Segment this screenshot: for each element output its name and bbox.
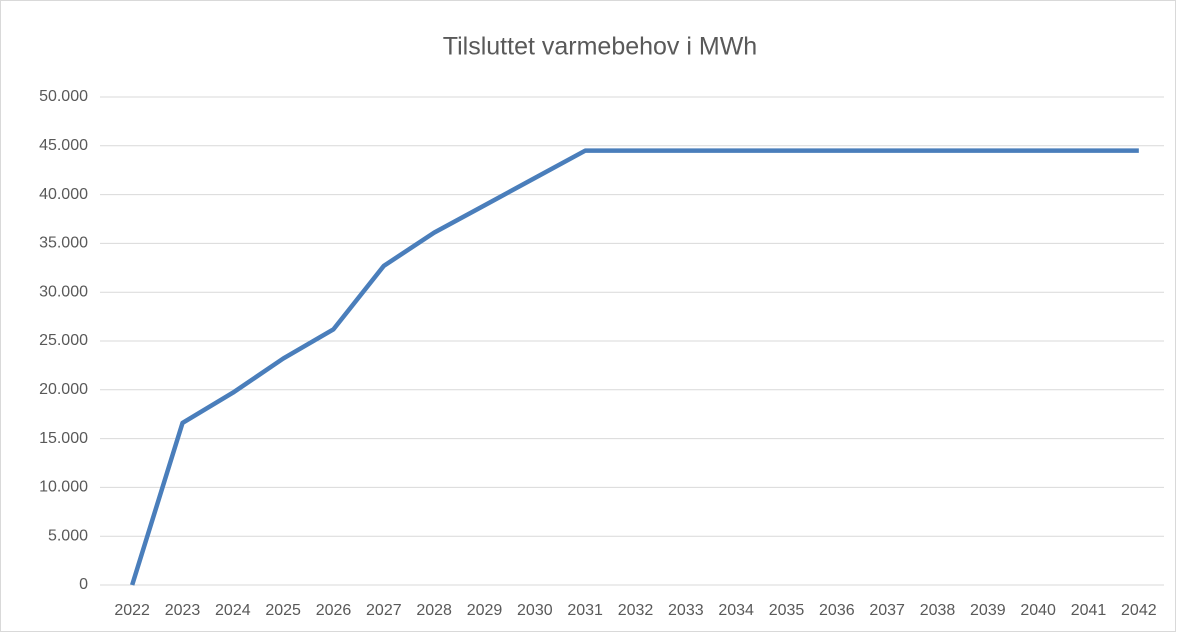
x-tick-label: 2040 (1020, 602, 1056, 619)
x-tick-label: 2033 (668, 602, 704, 619)
x-tick-label: 2034 (718, 602, 754, 619)
y-tick-label: 35.000 (39, 235, 88, 252)
x-tick-label: 2024 (215, 602, 251, 619)
x-tick-label: 2032 (618, 602, 654, 619)
y-tick-label: 45.000 (39, 137, 88, 154)
x-tick-label: 2028 (416, 602, 452, 619)
y-tick-label: 10.000 (39, 479, 88, 496)
y-tick-label: 25.000 (39, 332, 88, 349)
x-tick-label: 2035 (769, 602, 805, 619)
x-tick-label: 2030 (517, 602, 553, 619)
x-tick-label: 2038 (920, 602, 956, 619)
x-tick-label: 2029 (467, 602, 503, 619)
data-line (130, 148, 1139, 586)
y-tick-label: 40.000 (39, 186, 88, 203)
y-tick-label: 15.000 (39, 430, 88, 447)
y-tick-label: 50.000 (39, 88, 88, 105)
x-tick-label: 2022 (114, 602, 150, 619)
x-tick-label: 2026 (316, 602, 352, 619)
x-tick-label: 2039 (970, 602, 1006, 619)
x-tick-label: 2023 (165, 602, 201, 619)
x-tick-label: 2041 (1071, 602, 1107, 619)
y-tick-label: 30.000 (39, 283, 88, 300)
x-tick-label: 2037 (869, 602, 905, 619)
x-tick-label: 2031 (567, 602, 603, 619)
y-tick-label: 20.000 (39, 381, 88, 398)
x-tick-label: 2025 (265, 602, 301, 619)
x-tick-label: 2036 (819, 602, 855, 619)
x-tick-label: 2027 (366, 602, 402, 619)
y-tick-label: 5.000 (48, 527, 88, 544)
chart-title: Tilsluttet varmebehov i MWh (443, 33, 757, 61)
y-tick-label: 0 (79, 576, 88, 593)
x-tick-label: 2042 (1121, 602, 1157, 619)
